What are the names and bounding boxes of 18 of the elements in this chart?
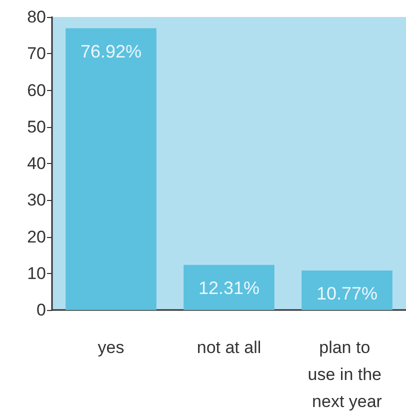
bar	[66, 28, 156, 310]
y-tick-label: 70	[27, 44, 46, 64]
y-tick-label: 10	[27, 264, 46, 283]
x-tick-label: plan to use in the next year	[308, 338, 386, 411]
x-tick-label: yes	[98, 338, 124, 357]
y-tick-label: 40	[27, 154, 46, 173]
y-tick-label: 60	[27, 80, 46, 100]
bar	[184, 264, 274, 310]
x-tick-label: not at all	[196, 338, 262, 357]
y-tick-label: 20	[27, 227, 46, 246]
y-tick-label: 0	[36, 300, 46, 320]
y-tick-label: 30	[27, 190, 46, 210]
bar	[302, 270, 392, 310]
data-label: 12.31%	[198, 278, 260, 298]
y-tick-label: 50	[27, 117, 46, 136]
data-label: 76.92%	[80, 41, 142, 62]
data-label: 10.77%	[316, 284, 378, 304]
y-tick-label: 80	[27, 8, 46, 26]
